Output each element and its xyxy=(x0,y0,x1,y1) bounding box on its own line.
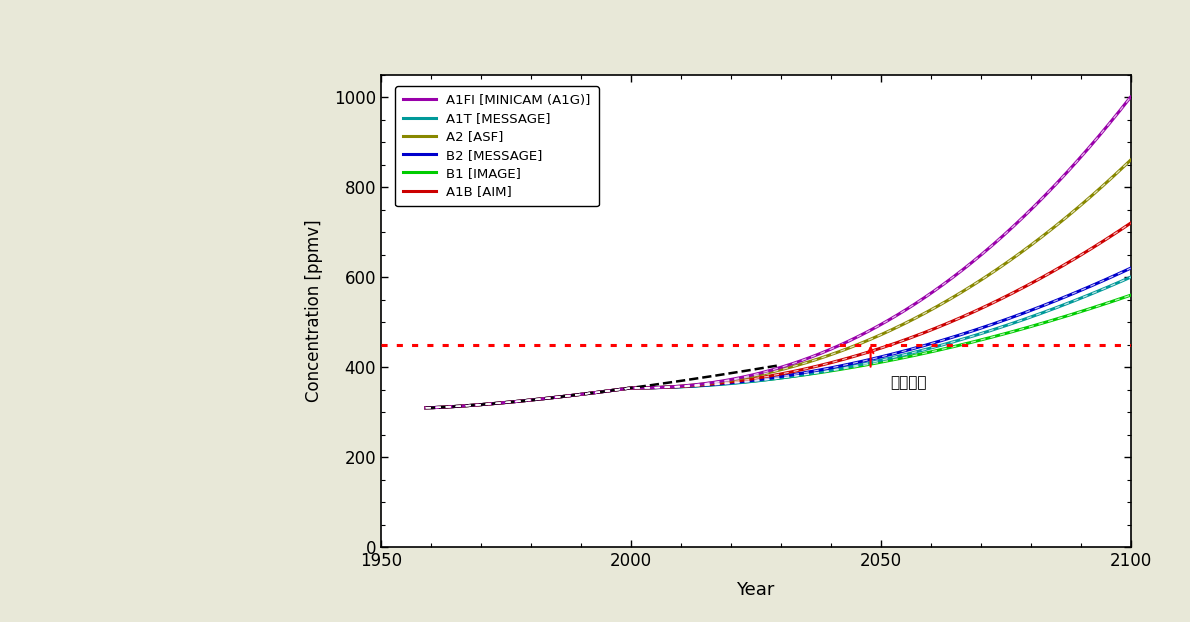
Line: B2 [MESSAGE]: B2 [MESSAGE] xyxy=(426,268,1130,408)
A1T [MESSAGE] xyxy=(544,394,558,402)
A1B [AIM] xyxy=(834,356,848,364)
A1FI [MINICAM (A1G)] xyxy=(1123,93,1138,101)
B1 [IMAGE] xyxy=(889,355,903,363)
A1T [MESSAGE] xyxy=(738,378,752,386)
A2 [ASF] xyxy=(889,324,903,332)
A1FI [MINICAM (A1G)] xyxy=(600,388,614,395)
A1T [MESSAGE] xyxy=(600,388,614,395)
A2 [ASF] xyxy=(600,388,614,395)
B2 [MESSAGE] xyxy=(950,332,964,340)
A2 [ASF] xyxy=(950,292,964,299)
A1FI [MINICAM (A1G)] xyxy=(950,271,964,279)
B1 [IMAGE] xyxy=(834,366,848,373)
B2 [MESSAGE] xyxy=(738,378,752,385)
A1B [AIM] xyxy=(600,388,614,395)
A1T [MESSAGE] xyxy=(1123,274,1138,281)
Line: A1B [AIM]: A1B [AIM] xyxy=(426,223,1130,408)
X-axis label: Year: Year xyxy=(737,582,775,600)
A2 [ASF] xyxy=(738,374,752,381)
B1 [IMAGE] xyxy=(950,342,964,350)
A1B [AIM] xyxy=(419,404,433,412)
B1 [IMAGE] xyxy=(738,378,752,386)
A2 [ASF] xyxy=(1123,157,1138,164)
B2 [MESSAGE] xyxy=(419,404,433,412)
A2 [ASF] xyxy=(419,404,433,412)
B1 [IMAGE] xyxy=(1123,292,1138,299)
B1 [IMAGE] xyxy=(419,404,433,412)
B2 [MESSAGE] xyxy=(834,362,848,369)
Line: A1T [MESSAGE]: A1T [MESSAGE] xyxy=(426,277,1130,408)
A1FI [MINICAM (A1G)] xyxy=(738,373,752,381)
B2 [MESSAGE] xyxy=(889,350,903,357)
A1FI [MINICAM (A1G)] xyxy=(889,312,903,319)
A1FI [MINICAM (A1G)] xyxy=(419,404,433,412)
B2 [MESSAGE] xyxy=(544,394,558,402)
Line: A2 [ASF]: A2 [ASF] xyxy=(426,160,1130,408)
B1 [IMAGE] xyxy=(600,388,614,395)
A1B [AIM] xyxy=(738,376,752,384)
Line: B1 [IMAGE]: B1 [IMAGE] xyxy=(426,295,1130,408)
A1FI [MINICAM (A1G)] xyxy=(544,394,558,402)
B1 [IMAGE] xyxy=(544,394,558,402)
A1T [MESSAGE] xyxy=(834,364,848,372)
A1B [AIM] xyxy=(544,394,558,402)
B2 [MESSAGE] xyxy=(1123,264,1138,272)
Line: A1FI [MINICAM (A1G)]: A1FI [MINICAM (A1G)] xyxy=(426,97,1130,408)
A1B [AIM] xyxy=(1123,220,1138,227)
Text: 임계농도: 임계농도 xyxy=(890,376,927,391)
A1T [MESSAGE] xyxy=(419,404,433,412)
A1B [AIM] xyxy=(950,316,964,323)
B2 [MESSAGE] xyxy=(600,388,614,395)
Legend: A1FI [MINICAM (A1G)], A1T [MESSAGE], A2 [ASF], B2 [MESSAGE], B1 [IMAGE], A1B [AI: A1FI [MINICAM (A1G)], A1T [MESSAGE], A2 … xyxy=(395,86,599,206)
A1T [MESSAGE] xyxy=(950,337,964,345)
A2 [ASF] xyxy=(834,347,848,355)
Y-axis label: Concentration [ppmv]: Concentration [ppmv] xyxy=(305,220,322,402)
A1T [MESSAGE] xyxy=(889,353,903,360)
A2 [ASF] xyxy=(544,394,558,402)
A1FI [MINICAM (A1G)] xyxy=(834,341,848,348)
A1B [AIM] xyxy=(889,339,903,346)
